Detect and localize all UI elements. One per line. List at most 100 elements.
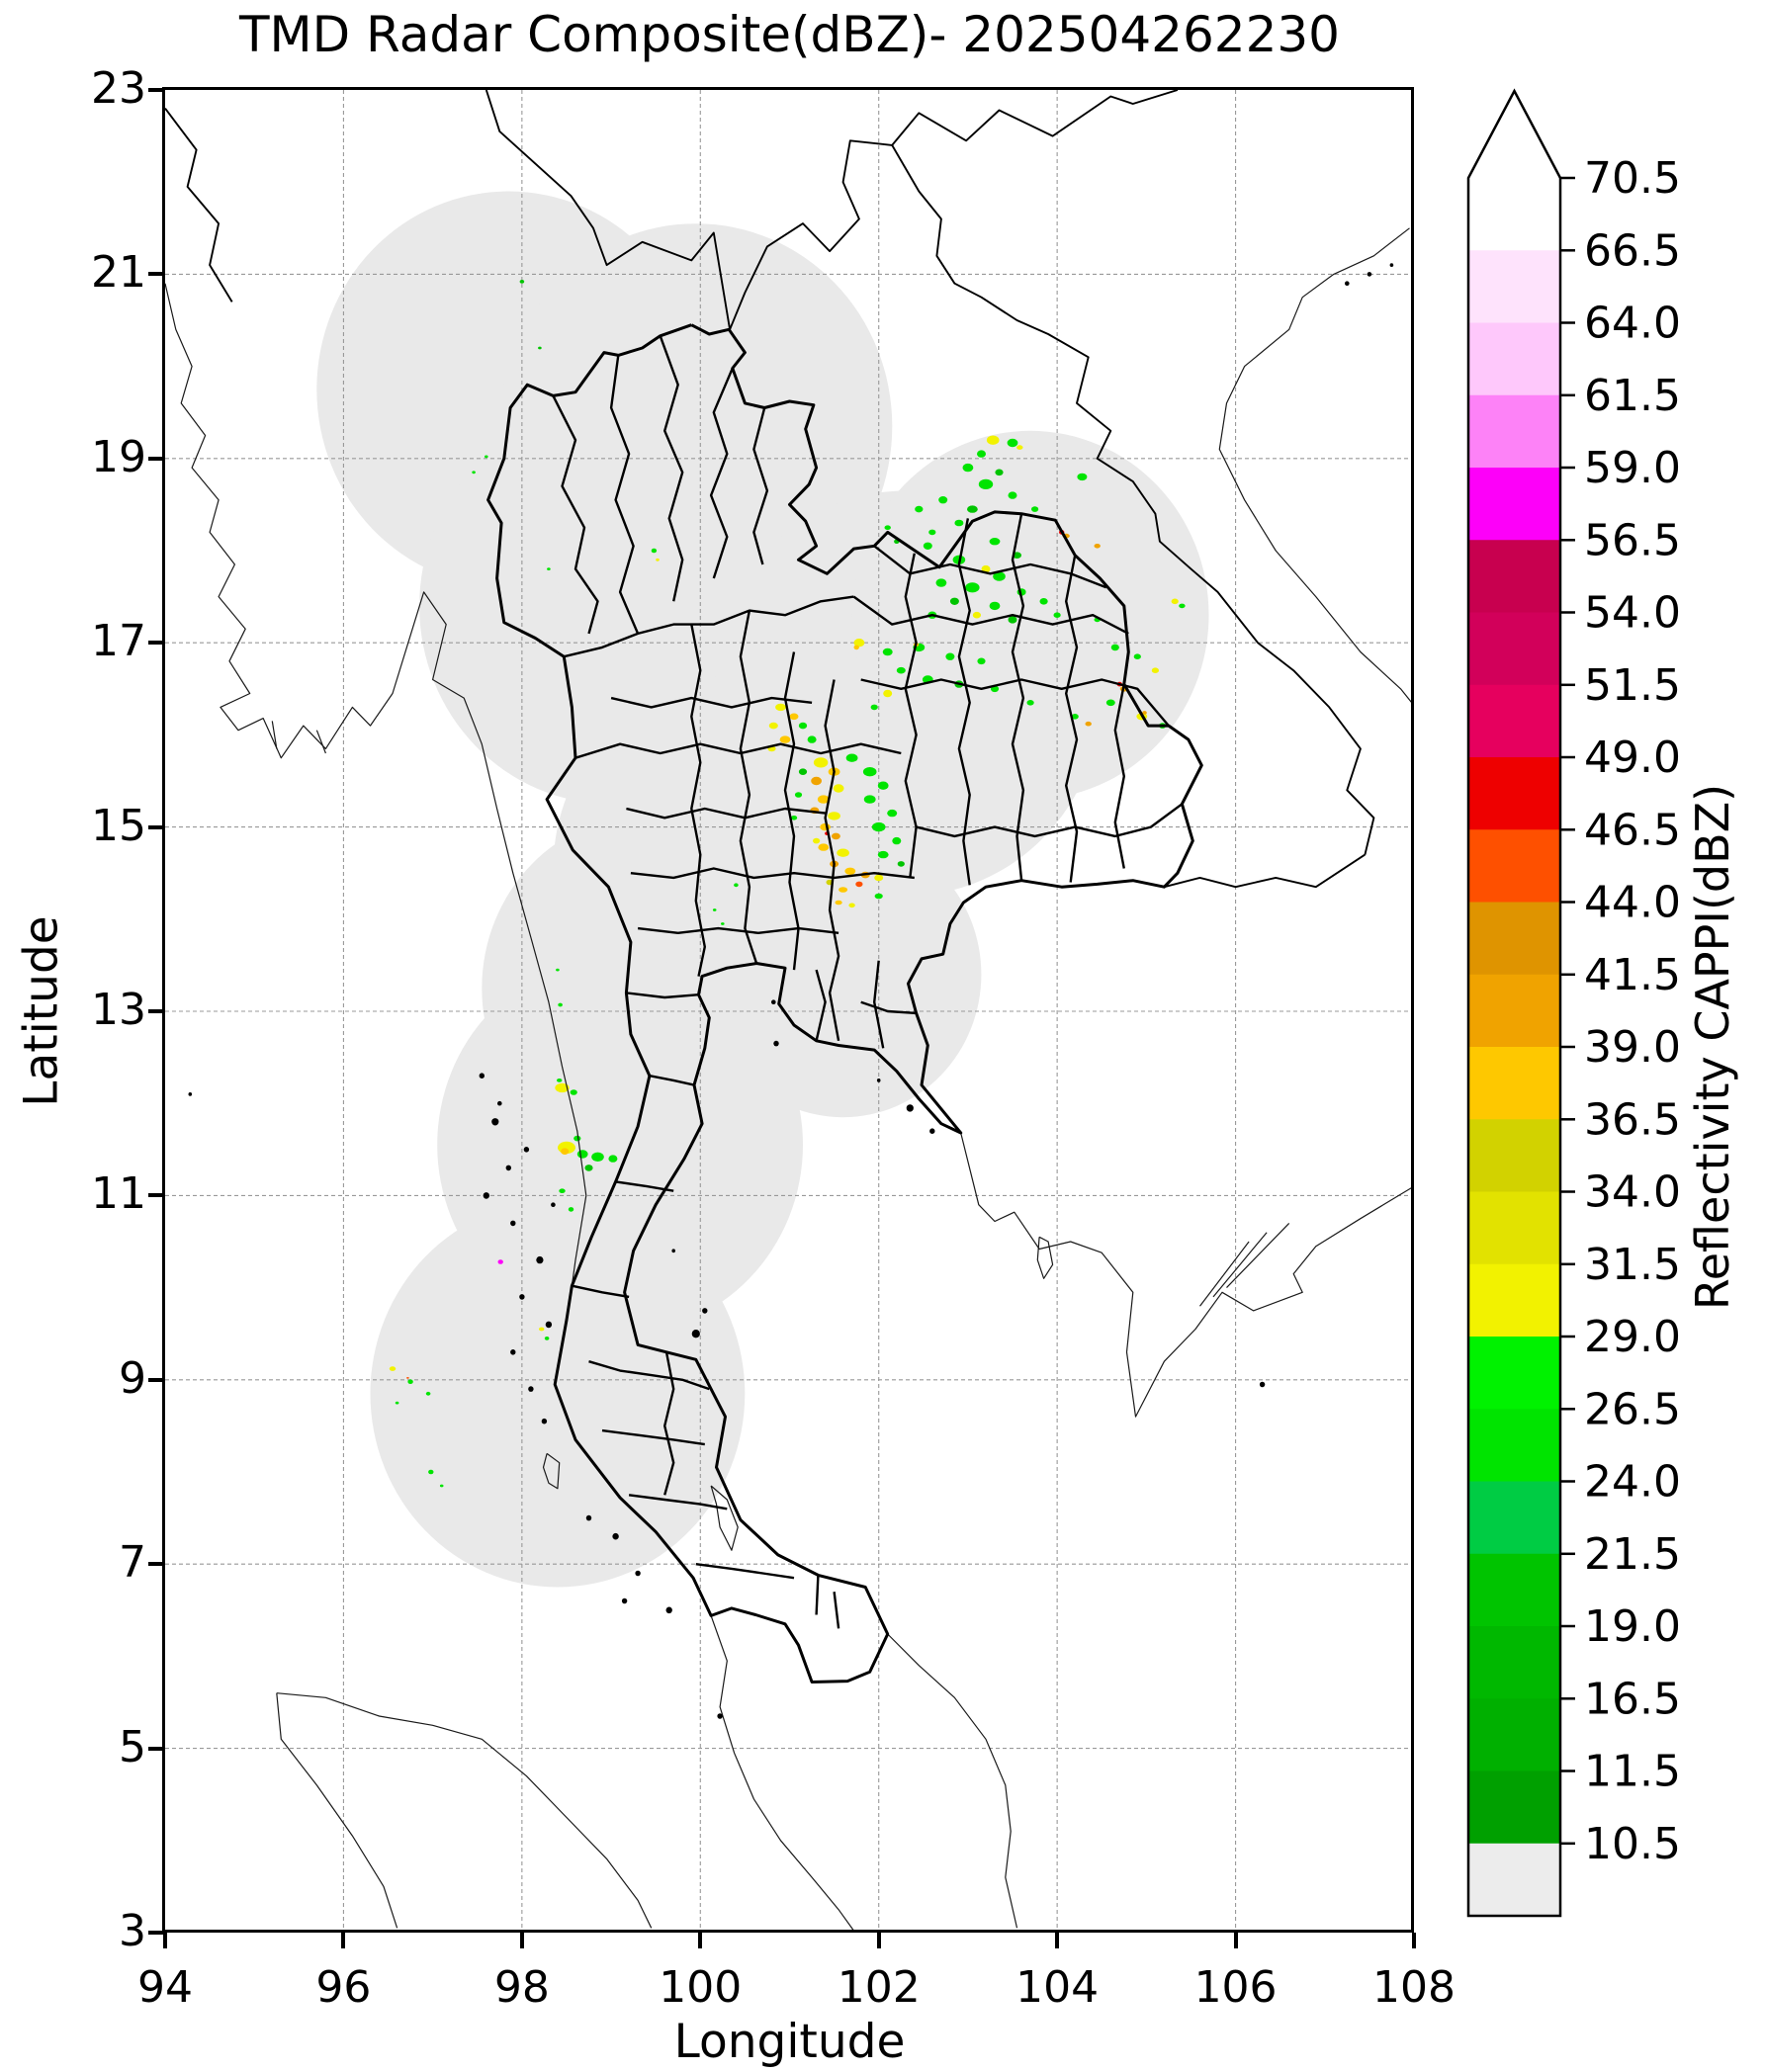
province-boundary <box>752 407 769 565</box>
x-tick-label: 106 <box>1193 1962 1278 2013</box>
radar-echo <box>995 469 1004 476</box>
radar-echo <box>574 1135 581 1142</box>
coastline <box>315 730 326 754</box>
radar-echo <box>798 768 808 775</box>
colorbar-tick-label: 21.5 <box>1584 1529 1681 1580</box>
radar-echo <box>807 735 817 743</box>
radar-echo <box>831 832 840 840</box>
radar-echo <box>977 657 986 665</box>
radar-echo <box>712 908 717 911</box>
radar-echo <box>870 704 878 711</box>
island <box>771 999 776 1004</box>
radar-echo <box>828 812 840 820</box>
island <box>483 1192 489 1199</box>
radar-echo <box>472 471 476 475</box>
radar-echo <box>989 538 1001 546</box>
radar-echo <box>882 648 893 656</box>
x-tick-label: 108 <box>1371 1962 1456 2013</box>
radar-echo <box>989 601 1001 611</box>
radar-echo <box>813 757 829 768</box>
radar-coverage-circle <box>851 430 1209 800</box>
radar-echo <box>576 1150 588 1159</box>
colorbar-tick-label: 31.5 <box>1584 1240 1681 1290</box>
coastline <box>271 721 278 749</box>
radar-echo <box>561 1148 570 1155</box>
colorbar-tick-label: 16.5 <box>1584 1674 1681 1724</box>
province-boundary <box>609 355 640 635</box>
radar-echo <box>892 836 902 845</box>
colorbar-segment <box>1468 1626 1560 1699</box>
x-tick-label: 100 <box>659 1962 743 2013</box>
y-tick-label: 21 <box>91 247 146 299</box>
x-tick-mark <box>519 1933 524 1948</box>
radar-echo <box>775 703 786 712</box>
x-tick-mark <box>341 1933 346 1948</box>
radar-echo <box>1094 544 1101 549</box>
radar-echo <box>1053 612 1061 618</box>
colorbar-outline <box>1466 88 1562 1918</box>
radar-echo <box>568 1207 574 1212</box>
province-boundary <box>649 1075 695 1086</box>
y-tick-mark <box>148 1746 164 1751</box>
radar-echo <box>923 542 932 550</box>
colorbar-segment <box>1468 1481 1560 1555</box>
colorbar-segment <box>1468 322 1560 396</box>
y-tick-label: 7 <box>119 1537 146 1589</box>
radar-echo <box>794 792 803 798</box>
colorbar-segment <box>1468 1843 1560 1917</box>
colorbar-tick-label: 39.0 <box>1584 1022 1681 1073</box>
colorbar-tick-label: 24.0 <box>1584 1457 1681 1508</box>
island <box>479 1073 485 1079</box>
province-boundary <box>628 1494 728 1511</box>
coastline <box>1226 1222 1290 1289</box>
coastline <box>542 1452 561 1490</box>
radar-echo <box>853 639 865 648</box>
figure-title: TMD Radar Composite(dBZ)- 202504262230 <box>238 6 1340 63</box>
radar-echo <box>884 525 891 530</box>
colorbar-segment <box>1468 1119 1560 1193</box>
radar-echo <box>1016 445 1023 450</box>
radar-echo <box>1171 598 1179 605</box>
radar-echo <box>838 887 848 893</box>
radar-echo <box>863 795 876 804</box>
province-boundary <box>626 807 826 820</box>
radar-echo <box>853 645 859 650</box>
province-boundary <box>957 518 971 886</box>
radar-echo <box>1105 699 1115 707</box>
colorbar-segment <box>1468 1409 1560 1483</box>
province-boundary <box>783 651 800 971</box>
colorbar-tick-label: 29.0 <box>1584 1312 1681 1362</box>
radar-echo <box>938 496 948 504</box>
y-tick-mark <box>148 641 164 646</box>
island <box>1389 263 1394 267</box>
radar-echo <box>945 652 955 660</box>
island <box>510 1349 516 1355</box>
colorbar-segment <box>1468 612 1560 686</box>
coastline <box>887 1633 1018 1929</box>
radar-echo <box>877 781 889 790</box>
colorbar-segment <box>1468 1263 1560 1338</box>
colorbar-axis-label: Reflectivity CAPPI(dBZ) <box>1686 784 1739 1310</box>
x-tick-label: 94 <box>137 1962 193 2013</box>
radar-echo <box>790 816 798 820</box>
y-tick-mark <box>148 1193 164 1198</box>
island <box>1259 1381 1266 1388</box>
radar-echo <box>651 548 658 554</box>
island <box>519 1294 525 1300</box>
island <box>671 1249 675 1253</box>
radar-echo <box>837 848 849 857</box>
radar-echo <box>835 900 842 906</box>
colorbar-tick-label: 10.5 <box>1584 1819 1681 1869</box>
province-boundary <box>1113 683 1126 869</box>
province-boundary <box>824 679 840 1042</box>
radar-echo <box>883 689 893 698</box>
radar-echo <box>425 1391 431 1396</box>
colorbar-segment <box>1468 468 1560 541</box>
radar-echo <box>954 519 964 527</box>
island <box>541 1418 548 1424</box>
province-boundary <box>739 610 758 964</box>
radar-echo <box>485 455 488 459</box>
map-canvas <box>165 90 1414 1933</box>
island <box>528 1386 534 1392</box>
colorbar-tick-label: 51.5 <box>1584 660 1681 711</box>
